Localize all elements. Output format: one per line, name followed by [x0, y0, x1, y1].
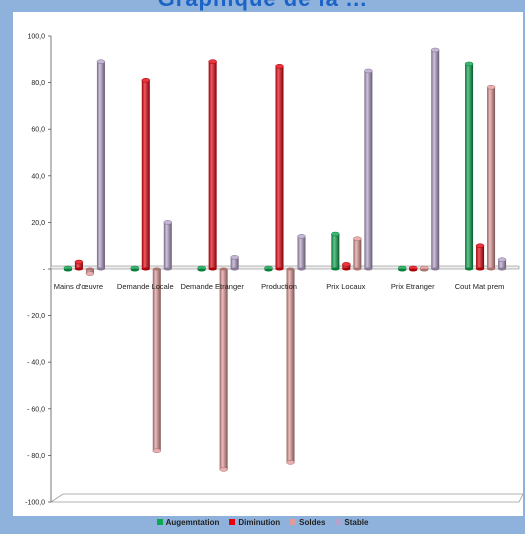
bar-augemntation-3 — [264, 265, 273, 272]
bar-soldes-6 — [486, 85, 496, 271]
bar-diminution-0 — [74, 259, 84, 271]
bar-stable-6 — [497, 257, 507, 271]
floor-plane — [49, 493, 523, 503]
category-label: Prix Locaux — [326, 282, 365, 291]
y-tick-label: - 80,0 — [27, 453, 45, 460]
bar-augemntation-6 — [464, 61, 474, 271]
legend-swatch — [290, 519, 297, 525]
bar-augemntation-4 — [331, 231, 340, 271]
category-label: Production — [261, 282, 297, 291]
bar-soldes-0 — [85, 267, 95, 276]
bar-diminution-5 — [408, 265, 418, 272]
y-tick-label: - 40,0 — [27, 360, 45, 367]
bar-stable-5 — [430, 47, 440, 271]
bar-chart-svg: -100,0 - 80,0 - 60,0 - 40,0 - 20,0 - 20,0 40,0 6… — [25, 34, 523, 507]
y-tick-label: - — [43, 267, 46, 274]
category-label: Demande Etranger — [180, 282, 244, 291]
y-tick-label: 80,0 — [31, 80, 45, 87]
bar-soldes-4 — [353, 236, 362, 271]
bar-soldes-1 — [152, 267, 162, 453]
zero-baseline — [50, 265, 520, 270]
bar-diminution-6 — [475, 243, 485, 271]
legend-swatch — [335, 519, 342, 525]
y-tick-label: -100,0 — [25, 500, 45, 507]
bar-stable-4 — [364, 68, 373, 271]
bar-stable-1 — [163, 220, 173, 271]
legend: Augemntation Diminution Soldes Stable — [0, 518, 525, 532]
bar-stable-0 — [96, 59, 106, 271]
bar-soldes-3 — [286, 267, 295, 465]
bar-augemntation-0 — [63, 265, 73, 272]
bar-soldes-5 — [419, 265, 429, 272]
bar-diminution-1 — [141, 78, 151, 271]
legend-item-diminution: Diminution — [229, 518, 280, 527]
legend-swatch — [229, 519, 236, 525]
y-tick-label: 60,0 — [31, 127, 45, 134]
legend-item-stable: Stable — [335, 518, 368, 527]
legend-label: Soldes — [299, 518, 326, 527]
y-tick-label: - 60,0 — [27, 406, 45, 413]
page-title: Graphique de la ... — [0, 0, 525, 14]
legend-swatch — [156, 519, 163, 525]
legend-label: Stable — [344, 518, 369, 527]
category-label: Prix Etranger — [391, 282, 435, 291]
legend-label: Augemntation — [165, 518, 220, 527]
bar-diminution-3 — [275, 64, 284, 271]
legend-item-augemntation: Augemntation — [156, 518, 220, 527]
bar-diminution-4 — [342, 262, 351, 271]
bar-diminution-2 — [208, 59, 217, 271]
y-tick-label: 20,0 — [31, 220, 45, 227]
bar-stable-2 — [230, 255, 239, 271]
plot-area: -100,0 - 80,0 - 60,0 - 40,0 - 20,0 - 20,0 40,0 6… — [13, 12, 523, 516]
bar-soldes-2 — [219, 267, 228, 472]
legend-item-soldes: Soldes — [290, 518, 325, 527]
bar-augemntation-1 — [130, 265, 140, 272]
legend-label: Diminution — [238, 518, 281, 527]
bar-augemntation-2 — [197, 265, 206, 272]
y-tick-label: - 20,0 — [27, 313, 45, 320]
category-label: Cout Mat prem — [455, 282, 505, 291]
y-tick-label: 40,0 — [31, 173, 45, 180]
category-label: Mains d'œuvre — [54, 282, 103, 291]
y-tick-label: 100,0 — [27, 34, 45, 41]
category-label: Demande Locale — [117, 282, 174, 291]
bar-stable-3 — [297, 234, 306, 271]
bar-augemntation-5 — [397, 265, 407, 272]
